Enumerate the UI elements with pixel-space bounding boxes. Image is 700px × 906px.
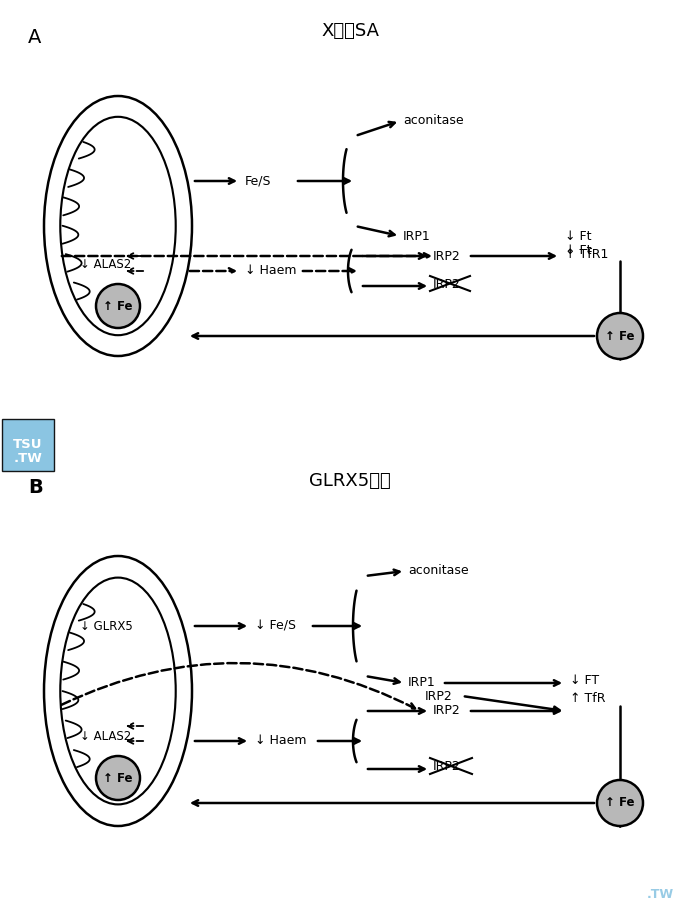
Text: ↓ FT: ↓ FT xyxy=(570,674,599,688)
Text: ↓ Haem: ↓ Haem xyxy=(255,735,307,747)
Text: ↓ Fe/S: ↓ Fe/S xyxy=(255,620,296,632)
Text: ↑ Fe: ↑ Fe xyxy=(104,772,133,785)
Text: IRP2: IRP2 xyxy=(433,759,461,773)
Ellipse shape xyxy=(60,578,176,805)
Ellipse shape xyxy=(44,96,192,356)
Text: ↓ GLRX5: ↓ GLRX5 xyxy=(80,620,133,632)
Circle shape xyxy=(96,756,140,800)
Text: TSU: TSU xyxy=(13,438,43,450)
Circle shape xyxy=(597,780,643,826)
Text: B: B xyxy=(28,478,43,497)
Text: X连锁SA: X连锁SA xyxy=(321,22,379,40)
Text: IRP1: IRP1 xyxy=(403,229,430,243)
Text: IRP2: IRP2 xyxy=(425,689,453,702)
Text: ↑ Fe: ↑ Fe xyxy=(104,300,133,313)
Text: ↓ Haem: ↓ Haem xyxy=(245,265,297,277)
Text: IRP2: IRP2 xyxy=(433,277,461,291)
Text: Fe/S: Fe/S xyxy=(245,175,272,188)
Circle shape xyxy=(597,313,643,359)
Text: ↑ Fe: ↑ Fe xyxy=(606,330,635,342)
Circle shape xyxy=(96,284,140,328)
Text: aconitase: aconitase xyxy=(408,564,468,577)
Text: ↓ Ft: ↓ Ft xyxy=(565,229,592,243)
Ellipse shape xyxy=(60,117,176,335)
Text: ↓ Ft: ↓ Ft xyxy=(565,245,592,257)
Text: .TW: .TW xyxy=(646,888,673,901)
Text: ↓ ALAS2: ↓ ALAS2 xyxy=(80,257,132,271)
FancyBboxPatch shape xyxy=(2,419,54,471)
Text: aconitase: aconitase xyxy=(403,114,463,128)
Text: A: A xyxy=(28,28,41,47)
Text: IRP1: IRP1 xyxy=(408,677,435,689)
Text: .TW: .TW xyxy=(13,452,43,466)
Text: ↑ TfR1: ↑ TfR1 xyxy=(565,247,608,261)
Text: ↓ ALAS2: ↓ ALAS2 xyxy=(80,729,132,743)
Text: GLRX5缺陷: GLRX5缺陷 xyxy=(309,472,391,490)
Text: ↑ Fe: ↑ Fe xyxy=(606,796,635,809)
Text: IRP2: IRP2 xyxy=(433,705,461,718)
Ellipse shape xyxy=(44,556,192,826)
Text: IRP2: IRP2 xyxy=(433,249,461,263)
Text: ↑ TfR: ↑ TfR xyxy=(570,692,606,706)
